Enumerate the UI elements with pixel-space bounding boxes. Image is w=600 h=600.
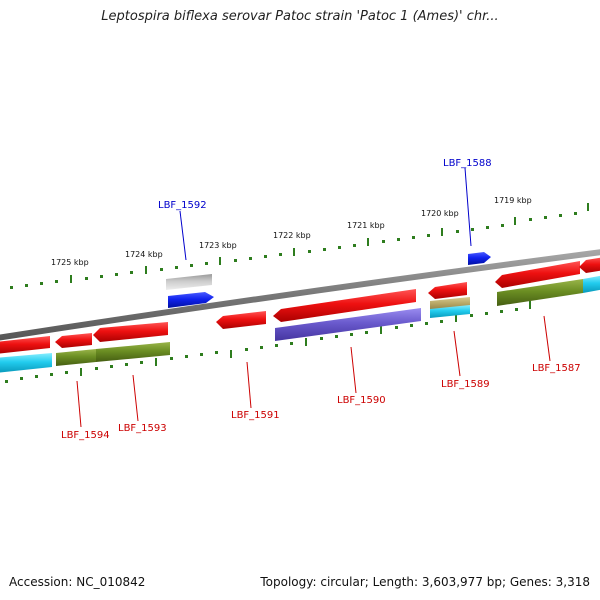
leader-line — [453, 330, 461, 377]
kbp-label: 1721 kbp — [347, 221, 385, 230]
kbp-label: 1725 kbp — [51, 258, 89, 267]
gene-label-lbf-1591[interactable]: LBF_1591 — [231, 410, 280, 421]
leader-line — [543, 315, 551, 362]
kbp-label: 1723 kbp — [199, 241, 237, 250]
feature-blue-1588[interactable] — [468, 252, 491, 265]
feature-red-1593[interactable] — [93, 322, 168, 342]
feature-red-1589[interactable] — [428, 282, 467, 299]
feature-grey[interactable] — [166, 274, 212, 290]
feature-red-1594[interactable] — [55, 333, 92, 348]
gene-label-lbf-1589[interactable]: LBF_1589 — [441, 379, 490, 390]
feature-olive-1593[interactable] — [96, 342, 170, 362]
gene-label-lbf-1592[interactable]: LBF_1592 — [158, 200, 207, 211]
gene-label-lbf-1588[interactable]: LBF_1588 — [443, 158, 492, 169]
leader-line — [76, 380, 82, 428]
leader-line — [179, 210, 187, 261]
feature-olive-1587[interactable] — [497, 279, 583, 306]
kbp-label: 1720 kbp — [421, 209, 459, 218]
feature-olive-1594[interactable] — [56, 349, 96, 366]
feature-red-1591[interactable] — [216, 311, 266, 329]
feature-red-1587[interactable] — [495, 261, 580, 288]
leader-line — [132, 374, 139, 422]
feature-purple-1590[interactable] — [275, 308, 421, 341]
feature-cyan-1589[interactable] — [430, 305, 470, 318]
genome-summary-text: Topology: circular; Length: 3,603,977 bp… — [260, 575, 590, 589]
feature-red-1590[interactable] — [273, 289, 416, 322]
inner-ruler — [5, 301, 531, 383]
kbp-label: 1724 kbp — [125, 250, 163, 259]
leader-line — [350, 346, 357, 394]
gene-label-lbf-1594[interactable]: LBF_1594 — [61, 430, 110, 441]
kbp-label: 1719 kbp — [494, 196, 532, 205]
feature-red-right[interactable] — [579, 257, 600, 273]
gene-label-lbf-1590[interactable]: LBF_1590 — [337, 395, 386, 406]
leader-line — [464, 167, 472, 247]
feature-blue-1592[interactable] — [168, 292, 214, 308]
map-title: Leptospira biflexa serovar Patoc strain … — [101, 9, 499, 24]
outer-ruler — [10, 203, 589, 289]
feature-cyan-left[interactable] — [0, 353, 52, 373]
kbp-label: 1722 kbp — [273, 231, 311, 240]
leader-line — [246, 361, 252, 409]
feature-red-left[interactable] — [0, 336, 50, 354]
gene-label-lbf-1587[interactable]: LBF_1587 — [532, 363, 581, 374]
accession-text: Accession: NC_010842 — [9, 575, 146, 589]
feature-cyan-right[interactable] — [583, 275, 600, 293]
gene-label-lbf-1593[interactable]: LBF_1593 — [118, 423, 167, 434]
genome-backbone — [0, 249, 600, 341]
